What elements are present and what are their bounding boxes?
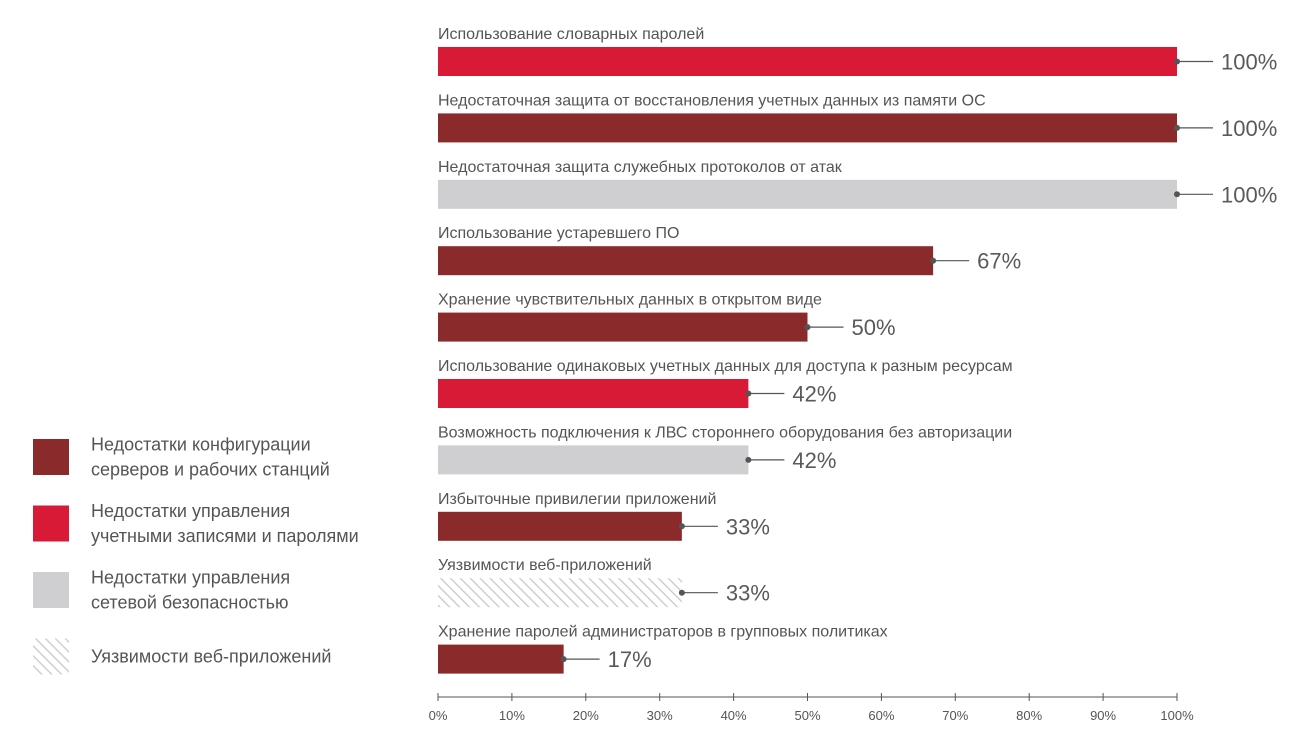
- value-label: 17%: [608, 647, 652, 672]
- bar: [438, 312, 808, 342]
- bar-row: Возможность подключения к ЛВС стороннего…: [438, 424, 1012, 475]
- tick-label: 20%: [573, 708, 599, 723]
- legend-item: Уязвимости веб-приложений: [33, 638, 331, 675]
- category-label: Хранение чувствительных данных в открыто…: [438, 292, 822, 309]
- tick-label: 90%: [1090, 708, 1116, 723]
- leader-dot: [678, 589, 685, 596]
- legend-label: сетевой безопасностью: [91, 593, 289, 613]
- leader-dot: [745, 456, 752, 463]
- bar-row: Использование устаревшего ПО 67%: [438, 225, 1021, 276]
- bar-row: Использование одинаковых учетных данных …: [438, 358, 1013, 408]
- leader-dot: [1174, 124, 1180, 131]
- bar: [438, 644, 564, 674]
- tick-label: 70%: [942, 708, 968, 723]
- bar: [438, 246, 934, 276]
- tick-label: 0%: [429, 708, 448, 723]
- legend-label: Недостатки управления: [91, 568, 290, 588]
- tick-label: 40%: [721, 708, 747, 723]
- category-label: Избыточные привилегии приложений: [438, 491, 716, 508]
- category-label: Использование устаревшего ПО: [438, 225, 679, 242]
- leader-dot: [1174, 191, 1180, 198]
- legend-label: Недостатки конфигурации: [91, 435, 311, 455]
- value-label: 33%: [726, 514, 770, 539]
- legend-swatch: [33, 505, 69, 542]
- legend-item: Недостатки управления сетевой безопасност…: [33, 568, 290, 613]
- leader-dot: [678, 523, 685, 530]
- category-label: Недостаточная защита от восстановления у…: [438, 92, 986, 109]
- tick-label: 60%: [868, 708, 894, 723]
- bar: [438, 445, 749, 475]
- legend-label: Уязвимости веб-приложений: [91, 647, 331, 667]
- value-label: 100%: [1221, 182, 1277, 207]
- leader-dot: [804, 324, 811, 331]
- legend: Недостатки конфигурации серверов и рабочи…: [33, 435, 359, 675]
- bar: [438, 47, 1177, 76]
- bars: Использование словарных паролей 100% Недос…: [438, 26, 1277, 674]
- x-axis: 0% 10% 20% 30% 40% 50% 60% 70% 80% 90% 100%: [429, 693, 1194, 723]
- bar: [438, 511, 682, 541]
- category-label: Уязвимости веб-приложений: [438, 557, 652, 574]
- tick-label: 10%: [499, 708, 525, 723]
- value-label: 67%: [977, 249, 1021, 274]
- legend-label: серверов и рабочих станций: [91, 460, 330, 480]
- bar-row: Избыточные привилегии приложений 33%: [438, 491, 770, 541]
- tick-label: 100%: [1160, 708, 1194, 723]
- bar-row: Использование словарных паролей 100%: [438, 26, 1277, 76]
- value-label: 50%: [852, 315, 896, 340]
- bar: [438, 379, 749, 408]
- bar: [438, 578, 682, 608]
- value-label: 42%: [792, 448, 836, 473]
- category-label: Недостаточная защита служебных протоколо…: [438, 159, 843, 176]
- category-label: Использование одинаковых учетных данных …: [438, 358, 1013, 375]
- legend-label: Недостатки управления: [91, 501, 290, 521]
- leader-dot: [560, 656, 567, 663]
- category-label: Хранение паролей администраторов в групп…: [438, 624, 888, 641]
- bar-row: Недостаточная защита от восстановления у…: [438, 92, 1277, 143]
- legend-swatch: [33, 638, 69, 675]
- bar-row: Уязвимости веб-приложений 33%: [438, 557, 770, 608]
- bar-row: Хранение чувствительных данных в открыто…: [438, 292, 896, 342]
- value-label: 42%: [792, 382, 836, 407]
- legend-swatch: [33, 439, 69, 475]
- tick-label: 80%: [1016, 708, 1042, 723]
- value-label: 100%: [1221, 50, 1277, 75]
- value-label: 33%: [726, 581, 770, 606]
- category-label: Возможность подключения к ЛВС стороннего…: [438, 424, 1012, 441]
- legend-swatch: [33, 572, 69, 608]
- value-label: 100%: [1221, 116, 1277, 141]
- leader-dot: [1174, 58, 1180, 65]
- legend-item: Недостатки конфигурации серверов и рабочи…: [33, 435, 330, 480]
- legend-label: учетными записями и паролями: [91, 526, 359, 546]
- tick-label: 30%: [647, 708, 673, 723]
- bar: [438, 179, 1177, 209]
- bar: [438, 113, 1177, 143]
- leader-dot: [745, 390, 752, 397]
- leader-dot: [930, 257, 937, 264]
- tick-label: 50%: [794, 708, 820, 723]
- category-label: Использование словарных паролей: [438, 26, 704, 43]
- legend-item: Недостатки управления учетными записями и…: [33, 501, 359, 546]
- bar-row: Недостаточная защита служебных протоколо…: [438, 159, 1277, 209]
- bar-row: Хранение паролей администраторов в групп…: [438, 624, 888, 674]
